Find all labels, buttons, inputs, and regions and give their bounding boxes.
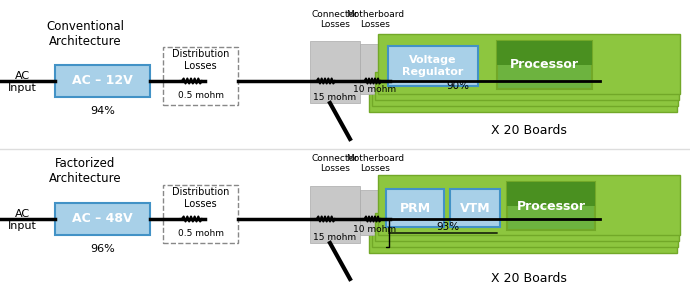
FancyBboxPatch shape xyxy=(310,41,360,103)
Text: AC
Input: AC Input xyxy=(8,71,37,93)
Text: X 20 Boards: X 20 Boards xyxy=(491,273,567,285)
FancyBboxPatch shape xyxy=(55,65,150,97)
Text: Motherboard
Losses: Motherboard Losses xyxy=(346,10,404,29)
FancyBboxPatch shape xyxy=(372,78,678,106)
Text: Processor: Processor xyxy=(517,200,586,212)
Text: Factorized
Architecture: Factorized Architecture xyxy=(49,157,121,185)
Bar xyxy=(163,185,238,243)
Text: 90%: 90% xyxy=(446,81,469,91)
FancyBboxPatch shape xyxy=(450,189,500,227)
Text: Motherboard
Losses: Motherboard Losses xyxy=(346,154,404,173)
Text: Distribution
Losses: Distribution Losses xyxy=(172,49,229,71)
Text: AC
Input: AC Input xyxy=(8,209,37,231)
Text: VTM: VTM xyxy=(460,201,491,214)
FancyBboxPatch shape xyxy=(55,203,150,235)
FancyBboxPatch shape xyxy=(375,72,679,100)
Text: 0.5 mohm: 0.5 mohm xyxy=(177,91,224,99)
FancyBboxPatch shape xyxy=(378,175,680,235)
FancyBboxPatch shape xyxy=(310,186,360,243)
Text: 0.5 mohm: 0.5 mohm xyxy=(177,228,224,238)
FancyBboxPatch shape xyxy=(360,44,390,94)
Text: 15 mohm: 15 mohm xyxy=(313,92,357,102)
FancyBboxPatch shape xyxy=(378,34,680,94)
Text: Connector
Losses: Connector Losses xyxy=(312,154,358,173)
Text: PRM: PRM xyxy=(400,201,431,214)
Text: X 20 Boards: X 20 Boards xyxy=(491,124,567,138)
FancyBboxPatch shape xyxy=(369,225,677,253)
FancyBboxPatch shape xyxy=(360,190,390,235)
FancyBboxPatch shape xyxy=(507,182,595,206)
Text: AC – 48V: AC – 48V xyxy=(72,212,132,225)
FancyBboxPatch shape xyxy=(369,84,677,112)
FancyBboxPatch shape xyxy=(507,182,595,230)
Text: Distribution
Losses: Distribution Losses xyxy=(172,187,229,209)
Text: Voltage
Regulator: Voltage Regulator xyxy=(402,55,464,77)
Text: 15 mohm: 15 mohm xyxy=(313,233,357,241)
Text: Processor: Processor xyxy=(510,59,579,72)
Text: 96%: 96% xyxy=(90,244,115,254)
FancyBboxPatch shape xyxy=(497,41,592,89)
Text: 10 mohm: 10 mohm xyxy=(353,225,397,233)
Bar xyxy=(163,47,238,105)
Text: AC – 12V: AC – 12V xyxy=(72,75,133,88)
Text: 94%: 94% xyxy=(90,106,115,116)
FancyBboxPatch shape xyxy=(388,46,478,86)
FancyBboxPatch shape xyxy=(372,219,678,247)
FancyBboxPatch shape xyxy=(0,0,690,149)
FancyBboxPatch shape xyxy=(497,41,592,65)
Text: Conventional
Architecture: Conventional Architecture xyxy=(46,20,124,48)
FancyBboxPatch shape xyxy=(386,189,444,227)
Text: Connector
Losses: Connector Losses xyxy=(312,10,358,29)
FancyBboxPatch shape xyxy=(0,149,690,297)
Text: 10 mohm: 10 mohm xyxy=(353,85,397,94)
Text: 93%: 93% xyxy=(437,222,460,232)
FancyBboxPatch shape xyxy=(375,213,679,241)
